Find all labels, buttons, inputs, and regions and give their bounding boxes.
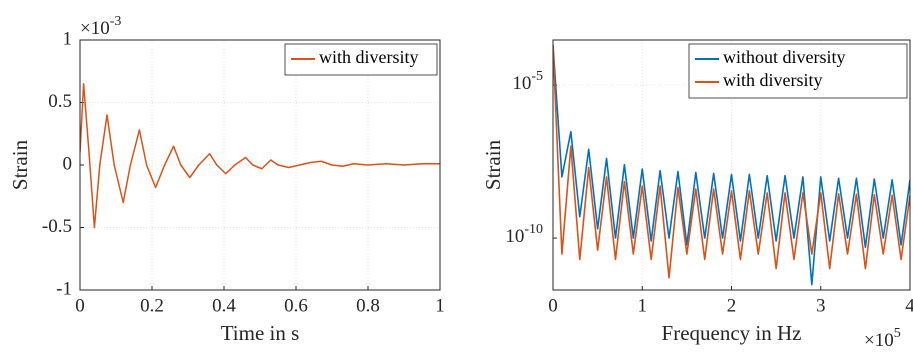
series-line — [80, 83, 440, 229]
tick-base: 10 — [512, 74, 531, 95]
tick-exponent: -10 — [524, 222, 543, 237]
x-multiplier: ×105 — [864, 326, 901, 351]
plot-area — [80, 83, 440, 229]
plot-area — [553, 45, 910, 286]
y-tick-label: -1 — [56, 278, 72, 299]
x-tick-label: 0.2 — [140, 295, 164, 316]
y-tick-label: 10-5 — [512, 69, 543, 94]
x-tick-label: 3 — [816, 295, 826, 316]
x-axis-label: Time in s — [221, 321, 300, 345]
y-tick-label: 0.5 — [48, 91, 72, 112]
axes-frame — [79, 39, 441, 291]
axes-frame — [552, 39, 911, 291]
x-tick-label: 0.4 — [212, 295, 236, 316]
legend-label: with diversity — [319, 47, 419, 67]
legend-box — [688, 43, 908, 99]
legend-label: with diversity — [723, 70, 823, 90]
legend: with diversity — [284, 43, 438, 76]
y-tick-label: 10-10 — [505, 222, 543, 247]
y-tick-label: 1 — [63, 28, 73, 49]
legend-label: without diversity — [723, 47, 846, 67]
multiplier-base: ×10 — [80, 18, 110, 39]
x-tick-label: 0.6 — [284, 295, 308, 316]
x-tick-label: 0.8 — [356, 295, 380, 316]
multiplier-exponent: 5 — [894, 326, 901, 341]
series-line — [553, 45, 910, 279]
tick-exponent: -5 — [531, 69, 543, 84]
y-axis-label: Strain — [8, 139, 32, 190]
y-axis-label: Strain — [481, 139, 505, 190]
x-tick-label: 4 — [905, 295, 913, 316]
y-multiplier: ×10-3 — [80, 14, 121, 39]
tick-base: 10 — [505, 226, 524, 247]
x-axis-label: Frequency in Hz — [662, 321, 802, 345]
series-line — [553, 45, 910, 286]
multiplier-base: ×10 — [864, 330, 894, 351]
x-tick-label: 0 — [75, 295, 85, 316]
x-tick-label: 1 — [638, 295, 648, 316]
multiplier-exponent: -3 — [110, 14, 122, 29]
x-tick-label: 0 — [548, 295, 558, 316]
y-tick-label: 0 — [63, 153, 73, 174]
x-tick-label: 1 — [435, 295, 445, 316]
y-tick-label: -0.5 — [42, 216, 72, 237]
chart: 0 0.2 0.4 0.6 0.8 1 -1 -0.5 0 0.5 1 Time in s Strain… — [8, 14, 445, 345]
x-tick-label: 2 — [727, 295, 737, 316]
legend: without diversity with diversity — [688, 43, 908, 99]
